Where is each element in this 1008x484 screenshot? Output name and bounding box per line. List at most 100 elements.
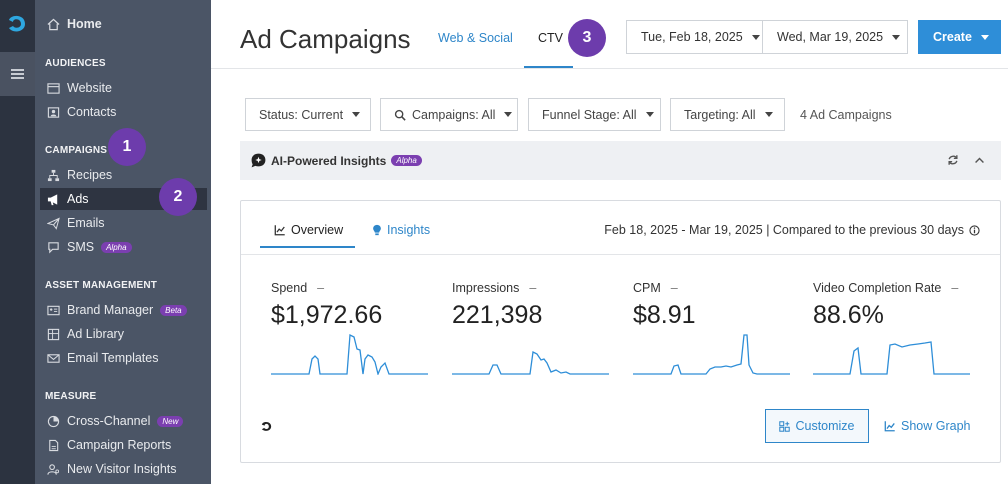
sidebar-item-new-visitor-insights[interactable]: New Visitor Insights xyxy=(40,458,207,480)
sidebar-item-emails[interactable]: Emails xyxy=(40,212,207,234)
sidebar-item-label: Emails xyxy=(67,216,105,230)
active-tab-indicator xyxy=(524,66,573,68)
sidebar-item-contacts[interactable]: Contacts xyxy=(40,101,207,123)
metric-label: Spend – xyxy=(271,281,431,295)
megaphone-icon xyxy=(46,192,60,206)
tab-web-social[interactable]: Web & Social xyxy=(438,31,513,45)
sidebar-item-label: Brand Manager xyxy=(67,303,154,317)
refresh-icon[interactable] xyxy=(947,154,959,166)
chevron-up-icon[interactable] xyxy=(974,155,985,166)
metric-value: 221,398 xyxy=(452,301,543,329)
metric-name: Impressions xyxy=(452,281,520,295)
sidebar-item-label: SMS xyxy=(67,240,95,254)
end-date-picker[interactable]: Wed, Mar 19, 2025 xyxy=(763,20,908,54)
sidebar-item-campaign-reports[interactable]: Campaign Reports xyxy=(40,434,207,456)
step-badge-1: 1 xyxy=(108,128,146,166)
id-card-icon xyxy=(46,303,60,317)
tab-insights[interactable]: Insights xyxy=(371,223,430,237)
targeting-filter-label: Targeting: All xyxy=(684,107,756,122)
line-chart-icon xyxy=(274,225,285,236)
sidebar-item-cross-channel[interactable]: Cross-Channel New xyxy=(40,410,207,432)
show-graph-label: Show Graph xyxy=(901,419,971,433)
step-badge-2: 2 xyxy=(159,178,197,216)
sidebar-item-label: New Visitor Insights xyxy=(67,462,177,476)
metric-value: $1,972.66 xyxy=(271,301,383,329)
create-label: Create xyxy=(933,30,972,44)
chevron-down-icon xyxy=(892,34,901,40)
sidebar-item-home[interactable]: Home xyxy=(40,13,207,35)
sidebar-item-label: Contacts xyxy=(67,105,117,119)
step-badge-3: 3 xyxy=(568,19,606,57)
funnel-stage-filter[interactable]: Funnel Stage: All xyxy=(528,98,661,131)
page-title: Ad Campaigns xyxy=(240,24,411,54)
targeting-filter[interactable]: Targeting: All xyxy=(670,98,785,131)
spend-sparkline xyxy=(271,333,428,375)
chevron-down-icon xyxy=(751,34,760,40)
alpha-tag: Alpha xyxy=(101,241,132,253)
sidebar-section-asset-management: ASSET MANAGEMENT xyxy=(45,280,158,291)
sidebar-item-label: Email Templates xyxy=(67,351,159,365)
sidebar-item-label: Home xyxy=(67,17,102,31)
metric-value: $8.91 xyxy=(633,301,696,329)
comparison-period-text: Feb 18, 2025 - Mar 19, 2025 | Compared t… xyxy=(604,223,964,237)
campaigns-filter[interactable]: Campaigns: All xyxy=(380,98,518,131)
sidebar-item-label: Ads xyxy=(67,192,89,206)
main-content: Ad Campaigns Web & Social CTV 3 Tue, Feb… xyxy=(211,0,1008,484)
tab-overview[interactable]: Overview xyxy=(274,223,343,237)
metric-impressions: Impressions – 221,398 xyxy=(452,281,612,375)
contacts-icon xyxy=(46,105,60,119)
sidebar-item-recipes[interactable]: Recipes xyxy=(40,164,207,186)
metric-change: – xyxy=(529,281,537,295)
ai-sparkle-chat-icon xyxy=(251,153,266,168)
paper-plane-icon xyxy=(46,216,60,230)
status-filter[interactable]: Status: Current xyxy=(245,98,371,131)
cpm-sparkline xyxy=(633,334,790,375)
sidebar-item-email-templates[interactable]: Email Templates xyxy=(40,347,207,369)
metric-name: Video Completion Rate xyxy=(813,281,942,295)
report-file-icon xyxy=(46,438,60,452)
tab-ctv[interactable]: CTV xyxy=(538,31,563,45)
sidebar-item-sms[interactable]: SMS Alpha xyxy=(40,236,207,258)
new-tag: New xyxy=(157,415,184,427)
start-date-value: Tue, Feb 18, 2025 xyxy=(641,30,743,44)
brand-logo-icon[interactable] xyxy=(5,12,29,36)
active-card-tab-indicator xyxy=(260,246,355,248)
metric-change: – xyxy=(951,281,959,295)
ai-insights-bar[interactable]: AI-Powered Insights Alpha xyxy=(240,141,1001,180)
sidebar-item-website[interactable]: Website xyxy=(40,77,207,99)
chevron-down-icon xyxy=(980,34,989,40)
end-date-value: Wed, Mar 19, 2025 xyxy=(777,30,884,44)
app-rail xyxy=(0,0,35,484)
page-header: Ad Campaigns Web & Social CTV 3 Tue, Feb… xyxy=(211,0,1008,69)
sidebar-item-ad-library[interactable]: Ad Library xyxy=(40,323,207,345)
start-date-picker[interactable]: Tue, Feb 18, 2025 xyxy=(626,20,763,54)
sidebar-item-label: Website xyxy=(67,81,112,95)
sidebar-item-label: Cross-Channel xyxy=(67,414,151,428)
campaign-count: 4 Ad Campaigns xyxy=(800,108,892,122)
create-button[interactable]: Create xyxy=(918,20,1001,54)
metric-label: CPM – xyxy=(633,281,793,295)
chevron-down-icon xyxy=(352,112,361,117)
chevron-down-icon xyxy=(645,112,654,117)
metric-name: CPM xyxy=(633,281,661,295)
alpha-tag: Alpha xyxy=(391,155,422,166)
tab-overview-label: Overview xyxy=(291,223,344,237)
sidebar-item-brand-manager[interactable]: Brand Manager Beta xyxy=(40,299,207,321)
chevron-down-icon xyxy=(764,112,773,117)
metric-label: Impressions – xyxy=(452,281,612,295)
metric-video-completion-rate: Video Completion Rate – 88.6% xyxy=(813,281,973,375)
sidebar-item-label: Recipes xyxy=(67,168,113,182)
video-completion-sparkline xyxy=(813,341,970,375)
chat-bubble-icon xyxy=(46,240,60,254)
show-graph-button[interactable]: Show Graph xyxy=(884,419,970,433)
grid-plus-icon xyxy=(779,420,791,432)
ai-insights-label: AI-Powered Insights xyxy=(271,153,387,168)
customize-button[interactable]: Customize xyxy=(765,409,869,443)
info-icon[interactable] xyxy=(969,224,980,236)
metric-value: 88.6% xyxy=(813,301,884,329)
brand-mark-icon xyxy=(261,422,272,431)
menu-icon[interactable] xyxy=(0,52,35,96)
sidebar-item-label: Ad Library xyxy=(67,327,124,341)
funnel-filter-label: Funnel Stage: All xyxy=(542,107,637,122)
sitemap-icon xyxy=(46,168,60,182)
